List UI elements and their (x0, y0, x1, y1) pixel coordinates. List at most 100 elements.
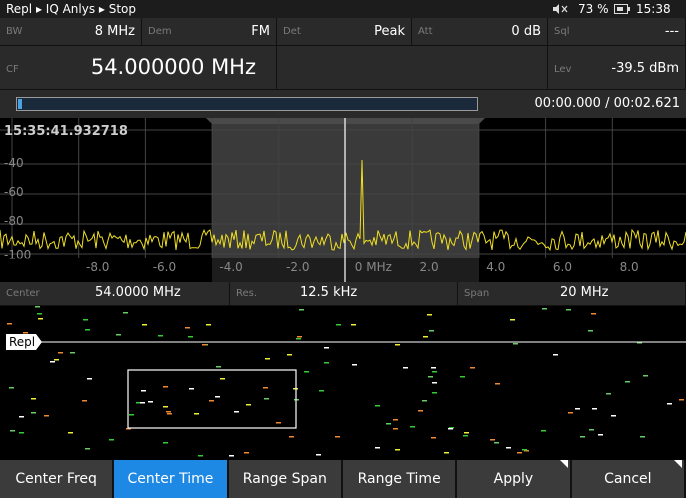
signal-dot (431, 367, 436, 369)
signal-dot (316, 454, 321, 456)
setting-value: 0 dB (511, 24, 541, 39)
signal-dot (428, 376, 433, 378)
lev-cell: Lev -39.5 dBm (548, 46, 686, 90)
signal-dot (19, 432, 24, 434)
status-bar: Repl ▸ IQ Anlys ▸ Stop 73 % 15:38 (0, 0, 686, 18)
signal-dot (297, 336, 302, 338)
signal-dot (625, 381, 630, 383)
span-value: 54.0000 MHz (95, 285, 181, 300)
span-cell: Center 54.0000 MHz (0, 282, 230, 306)
signal-dot (246, 404, 251, 406)
signal-dot (166, 411, 171, 413)
signal-dot (351, 324, 356, 326)
trace (0, 159, 686, 252)
signal-dot (194, 413, 199, 415)
signal-dot (70, 352, 75, 354)
signal-dot (463, 435, 468, 437)
signal-dot (640, 436, 645, 438)
x-axis-label: 8.0 (620, 260, 639, 274)
signal-dot (319, 390, 324, 392)
signal-dot (7, 323, 12, 325)
battery-level: 73 % (578, 2, 609, 16)
signal-dot (667, 403, 672, 405)
signal-dot (335, 436, 340, 438)
softkey[interactable]: Apply (457, 460, 572, 498)
signal-dot (568, 412, 573, 414)
signal-dot (522, 449, 527, 451)
signal-dot (510, 319, 515, 321)
setting-cell: Dem FM (142, 18, 277, 46)
signal-dot (287, 354, 292, 356)
x-axis-label: 2.0 (420, 260, 439, 274)
setting-value: FM (251, 24, 270, 39)
x-axis-label: 0 MHz (355, 260, 392, 274)
signal-dot (460, 376, 465, 378)
signal-dot (432, 392, 437, 394)
span-cell: Span 20 MHz (458, 282, 686, 306)
signal-dot (244, 452, 249, 454)
setting-value: 8 MHz (94, 24, 135, 39)
softkey[interactable]: Center Time (114, 460, 229, 498)
signal-dot (38, 318, 43, 320)
softkey[interactable]: Range Span (228, 460, 343, 498)
setting-label: BW (6, 26, 23, 37)
signal-dot (264, 398, 269, 400)
signal-dot (198, 455, 203, 457)
progress-fill (18, 99, 22, 109)
cf-label: CF (6, 64, 19, 75)
signal-dot (10, 430, 15, 432)
signal-dot (542, 308, 547, 310)
softkey[interactable]: Center Freq (0, 460, 115, 498)
signal-dot (289, 436, 294, 438)
signal-dot (68, 432, 73, 434)
submenu-indicator (559, 460, 568, 468)
signal-dot (395, 449, 400, 451)
span-label: Center (6, 288, 40, 299)
signal-dot (588, 330, 593, 332)
x-axis-label: -4.0 (219, 260, 242, 274)
signal-dot (123, 312, 128, 314)
signal-dot (116, 334, 121, 336)
span-value: 20 MHz (560, 285, 609, 300)
signal-dot (494, 442, 499, 444)
setting-value: Peak (374, 24, 405, 39)
setting-cell: Sql --- (548, 18, 686, 46)
signal-dot (444, 452, 449, 454)
cf-value: 54.000000 MHz (90, 55, 256, 79)
x-axis-label: 4.0 (486, 260, 505, 274)
signal-dot (410, 426, 415, 428)
signal-dot (163, 442, 168, 444)
signal-dot (513, 343, 518, 345)
span-label: Span (464, 288, 490, 299)
lev-label: Lev (554, 64, 572, 75)
signal-dot (352, 364, 357, 366)
signal-dot (140, 402, 145, 404)
signal-dot (50, 361, 55, 363)
playback-row: 00:00.000 / 00:02.621 (0, 90, 686, 118)
signal-dot (141, 390, 146, 392)
signal-dot (129, 414, 134, 416)
span-value: 12.5 kHz (300, 285, 358, 300)
signal-dot (234, 411, 239, 413)
signal-dot (431, 437, 436, 439)
span-cell: Res. 12.5 kHz (230, 282, 458, 306)
signal-dot (606, 393, 611, 395)
signal-dot (375, 405, 380, 407)
signal-dot (395, 344, 400, 346)
signal-dot (109, 439, 114, 441)
signal-dot (23, 332, 28, 334)
signal-dot (490, 439, 495, 441)
softkey[interactable]: Range Time (343, 460, 458, 498)
signal-dot (296, 338, 301, 340)
signal-dot (265, 358, 270, 360)
signal-dot (299, 309, 304, 311)
signal-dot (393, 428, 398, 430)
softkey[interactable]: Cancel (571, 460, 686, 498)
signal-dot (432, 371, 437, 373)
signal-dot (31, 398, 36, 400)
signal-dot (163, 406, 168, 408)
x-label-band (0, 258, 686, 282)
signal-dot (427, 314, 432, 316)
signal-dot (386, 423, 391, 425)
selection-box (127, 369, 297, 429)
